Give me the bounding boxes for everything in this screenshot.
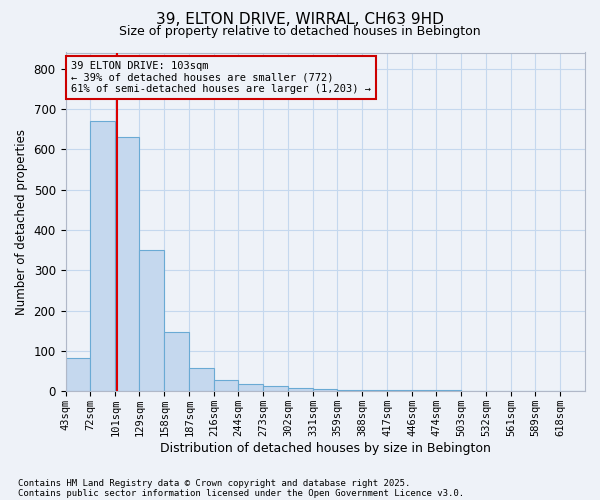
Bar [362, 390, 387, 392]
Bar [65, 358, 91, 392]
Bar [387, 390, 412, 392]
Text: 39, ELTON DRIVE, WIRRAL, CH63 9HD: 39, ELTON DRIVE, WIRRAL, CH63 9HD [156, 12, 444, 28]
Bar [412, 390, 436, 392]
Bar [313, 390, 337, 392]
Bar [238, 384, 263, 392]
Bar [214, 380, 238, 392]
Bar [436, 390, 461, 392]
Text: Size of property relative to detached houses in Bebington: Size of property relative to detached ho… [119, 25, 481, 38]
Bar [115, 137, 139, 392]
Text: Contains public sector information licensed under the Open Government Licence v3: Contains public sector information licen… [18, 488, 464, 498]
Y-axis label: Number of detached properties: Number of detached properties [15, 129, 28, 315]
X-axis label: Distribution of detached houses by size in Bebington: Distribution of detached houses by size … [160, 442, 491, 455]
Bar [288, 388, 313, 392]
Bar [337, 390, 362, 392]
Bar [91, 121, 115, 392]
Bar [190, 368, 214, 392]
Bar [164, 332, 190, 392]
Bar [139, 250, 164, 392]
Bar [263, 386, 288, 392]
Text: Contains HM Land Registry data © Crown copyright and database right 2025.: Contains HM Land Registry data © Crown c… [18, 478, 410, 488]
Text: 39 ELTON DRIVE: 103sqm
← 39% of detached houses are smaller (772)
61% of semi-de: 39 ELTON DRIVE: 103sqm ← 39% of detached… [71, 61, 371, 94]
